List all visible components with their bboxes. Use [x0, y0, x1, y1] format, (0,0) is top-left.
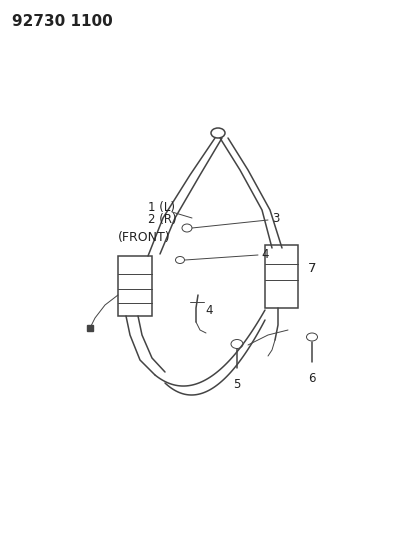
Text: 4: 4 [261, 248, 269, 262]
Text: 1 (L): 1 (L) [148, 201, 175, 214]
Text: 4: 4 [205, 303, 213, 317]
Text: 2 (R): 2 (R) [148, 214, 177, 227]
Text: 5: 5 [233, 378, 241, 391]
Text: 3: 3 [272, 212, 279, 224]
Bar [265, 245, 298, 308]
Text: 6: 6 [308, 372, 316, 385]
Text: 7: 7 [308, 262, 316, 274]
Text: 92730 1100: 92730 1100 [12, 14, 113, 29]
Bar [118, 256, 152, 316]
Text: (FRONT): (FRONT) [118, 231, 171, 245]
